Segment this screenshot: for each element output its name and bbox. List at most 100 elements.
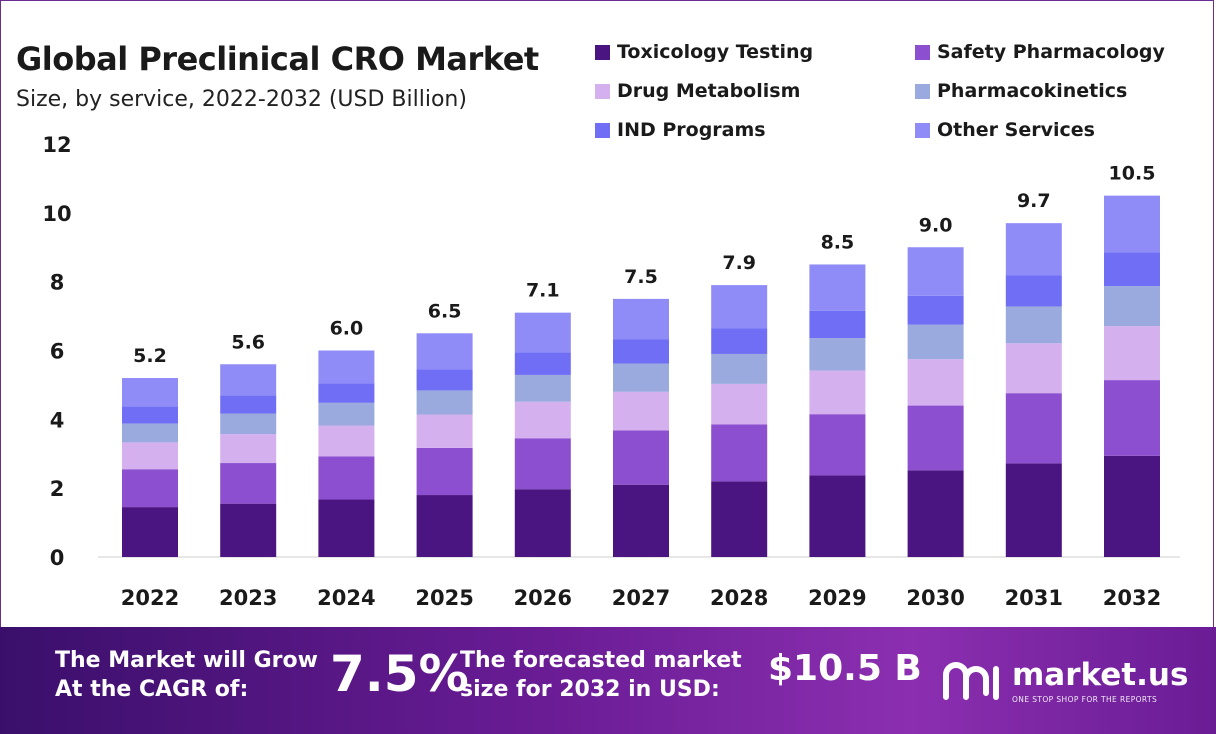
bar-segment-toxicology-testing-2032 xyxy=(1104,455,1160,557)
bar-segment-pharmacokinetics-2032 xyxy=(1104,286,1160,327)
legend-swatch xyxy=(595,122,610,138)
bar-segment-toxicology-testing-2022 xyxy=(122,507,178,557)
bar-segment-other-services-2024 xyxy=(318,350,375,384)
bar-segment-safety-pharmacology-2032 xyxy=(1104,380,1160,456)
x-tick-label-2026: 2026 xyxy=(514,586,572,610)
forecast-value: $10.5 B xyxy=(768,648,922,689)
bar-segment-pharmacokinetics-2027 xyxy=(613,363,669,392)
y-tick-label: 6 xyxy=(50,340,65,364)
bar-segment-drug-metabolism-2023 xyxy=(220,434,277,464)
total-label-2032: 10.5 xyxy=(1109,163,1156,185)
bar-segment-other-services-2031 xyxy=(1005,223,1062,276)
bar-segment-pharmacokinetics-2022 xyxy=(122,423,178,443)
bar-segment-toxicology-testing-2031 xyxy=(1005,463,1062,557)
y-tick-label: 0 xyxy=(50,546,65,570)
bar-segment-safety-pharmacology-2027 xyxy=(613,430,669,485)
logo-mark-icon xyxy=(943,662,999,700)
bar-segment-pharmacokinetics-2029 xyxy=(809,338,866,371)
y-tick-label: 10 xyxy=(42,202,71,226)
bar-segment-drug-metabolism-2022 xyxy=(122,442,178,470)
legend-label: Other Services xyxy=(937,119,1095,141)
logo-tagline: ONE STOP SHOP FOR THE REPORTS xyxy=(1012,695,1158,704)
bar-segment-other-services-2025 xyxy=(416,333,473,370)
bar-segment-drug-metabolism-2026 xyxy=(514,401,571,439)
bar-segment-drug-metabolism-2028 xyxy=(711,383,768,425)
bar-segment-ind-programs-2028 xyxy=(711,328,768,354)
bar-segment-safety-pharmacology-2028 xyxy=(711,424,768,482)
cagr-caption-line2: At the CAGR of: xyxy=(55,677,249,702)
bar-segment-ind-programs-2031 xyxy=(1005,275,1062,307)
forecast-caption-line2: size for 2032 in USD: xyxy=(460,677,720,702)
bar-segment-toxicology-testing-2028 xyxy=(711,481,768,557)
bar-segment-pharmacokinetics-2026 xyxy=(514,374,571,402)
y-tick-label: 2 xyxy=(50,477,65,501)
legend-item-ind-programs: IND Programs xyxy=(595,119,766,141)
legend: Toxicology Testing Safety Pharmacology D… xyxy=(595,38,1195,148)
stacked-bar-chart: 0 2 4 6 8 10 12 5.2 2022 5.6 2023 6.0 2024 6.5 2025 7.1… xyxy=(42,133,1180,610)
x-tick-label-2029: 2029 xyxy=(808,586,866,610)
legend-item-toxicology: Toxicology Testing xyxy=(595,41,813,63)
bar-segment-pharmacokinetics-2028 xyxy=(711,353,768,384)
bar-segment-pharmacokinetics-2031 xyxy=(1005,306,1062,344)
x-tick-label-2023: 2023 xyxy=(219,586,277,610)
bar-segment-ind-programs-2022 xyxy=(122,406,178,424)
legend-label: Toxicology Testing xyxy=(617,41,814,63)
legend-label: Drug Metabolism xyxy=(617,80,801,102)
total-label-2026: 7.1 xyxy=(526,280,560,302)
total-label-2031: 9.7 xyxy=(1017,190,1051,212)
total-label-2025: 6.5 xyxy=(428,300,462,322)
legend-swatch xyxy=(915,122,930,138)
bar-segment-drug-metabolism-2024 xyxy=(318,425,375,457)
legend-swatch xyxy=(915,44,930,60)
x-tick-label-2028: 2028 xyxy=(710,586,768,610)
chart-title: Global Preclinical CRO Market xyxy=(16,40,539,78)
x-tick-label-2022: 2022 xyxy=(121,586,179,610)
bar-segment-safety-pharmacology-2022 xyxy=(122,469,178,508)
bar-segment-other-services-2032 xyxy=(1104,195,1160,253)
bar-segment-safety-pharmacology-2030 xyxy=(907,405,964,471)
y-tick-label: 12 xyxy=(42,133,71,157)
market-us-logo: market.us ONE STOP SHOP FOR THE REPORTS xyxy=(940,657,1188,707)
x-tick-label-2024: 2024 xyxy=(317,586,375,610)
x-tick-label-2032: 2032 xyxy=(1103,586,1161,610)
bar-segment-drug-metabolism-2030 xyxy=(907,359,964,406)
bar-segment-ind-programs-2027 xyxy=(613,339,669,364)
bar-segment-drug-metabolism-2029 xyxy=(809,370,866,415)
bar-segment-other-services-2023 xyxy=(220,364,277,396)
total-label-2028: 7.9 xyxy=(722,252,756,274)
legend-label: Safety Pharmacology xyxy=(937,41,1165,63)
x-tick-label-2031: 2031 xyxy=(1005,586,1063,610)
bar-segment-pharmacokinetics-2023 xyxy=(220,413,277,435)
bar-segment-safety-pharmacology-2029 xyxy=(809,414,866,476)
bar-segment-drug-metabolism-2027 xyxy=(613,391,669,431)
bar-segment-safety-pharmacology-2031 xyxy=(1005,393,1062,464)
total-label-2027: 7.5 xyxy=(624,266,658,288)
forecast-caption-line1: The forecasted market xyxy=(460,648,742,673)
total-label-2024: 6.0 xyxy=(330,318,364,340)
bar-segment-toxicology-testing-2025 xyxy=(416,495,473,557)
bar-segment-safety-pharmacology-2025 xyxy=(416,447,473,496)
bar-segment-toxicology-testing-2029 xyxy=(809,475,866,557)
y-tick-label: 4 xyxy=(50,408,65,432)
cagr-value: 7.5% xyxy=(330,645,469,703)
x-tick-label-2025: 2025 xyxy=(415,586,473,610)
bar-segment-other-services-2030 xyxy=(907,247,964,296)
bar-segment-other-services-2026 xyxy=(514,312,571,353)
bar-segment-pharmacokinetics-2024 xyxy=(318,402,375,426)
x-tick-label-2030: 2030 xyxy=(906,586,964,610)
bar-segment-pharmacokinetics-2030 xyxy=(907,324,964,360)
bar-segment-ind-programs-2025 xyxy=(416,369,473,391)
legend-item-safety-pharmacology: Safety Pharmacology xyxy=(915,41,1165,63)
bar-segment-safety-pharmacology-2024 xyxy=(318,456,375,500)
legend-label: Pharmacokinetics xyxy=(937,80,1128,102)
bar-segment-other-services-2027 xyxy=(613,298,669,340)
bar-segment-pharmacokinetics-2025 xyxy=(416,390,473,415)
bar-segment-drug-metabolism-2031 xyxy=(1005,343,1062,394)
x-tick-label-2027: 2027 xyxy=(612,586,670,610)
bar-segment-ind-programs-2024 xyxy=(318,383,375,403)
legend-item-other-services: Other Services xyxy=(915,119,1095,141)
legend-label: IND Programs xyxy=(617,119,766,141)
bar-segment-ind-programs-2023 xyxy=(220,395,277,414)
chart-subtitle: Size, by service, 2022-2032 (USD Billion… xyxy=(16,87,467,112)
legend-swatch xyxy=(915,83,930,99)
